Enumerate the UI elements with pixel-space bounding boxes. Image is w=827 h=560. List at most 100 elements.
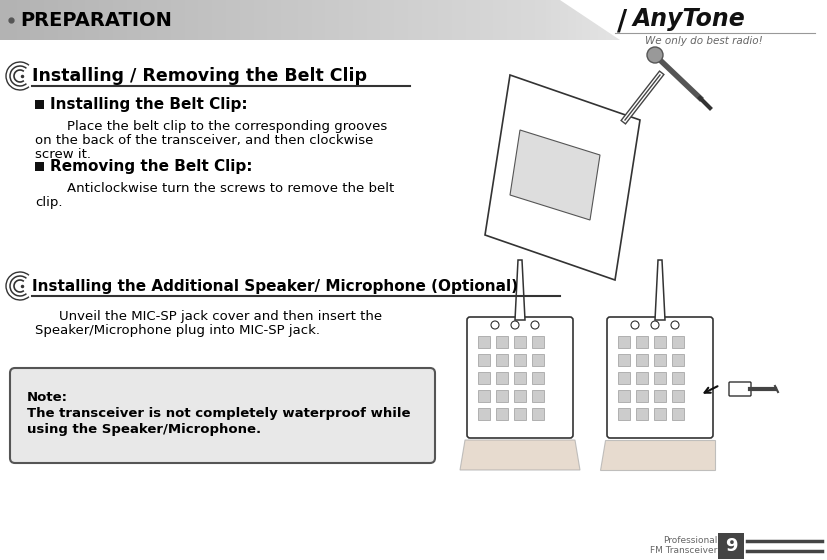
Text: Professional: Professional	[662, 536, 717, 545]
Bar	[816, 0, 819, 40]
Bar	[576, 0, 579, 40]
Bar	[620, 0, 623, 40]
Bar	[8, 0, 11, 40]
Bar	[298, 0, 300, 40]
Bar	[430, 0, 433, 40]
Bar	[306, 0, 308, 40]
Bar	[141, 0, 143, 40]
Bar	[179, 0, 182, 40]
Bar	[466, 0, 469, 40]
Bar	[221, 0, 223, 40]
Bar	[36, 0, 39, 40]
Bar	[85, 0, 88, 40]
Bar	[41, 0, 44, 40]
Bar	[482, 0, 485, 40]
Bar	[447, 0, 449, 40]
Bar	[19, 0, 22, 40]
Bar	[629, 0, 631, 40]
Bar	[408, 0, 411, 40]
Bar	[739, 0, 742, 40]
Bar	[457, 0, 461, 40]
Bar	[659, 0, 662, 40]
Bar	[585, 0, 587, 40]
Bar	[356, 0, 358, 40]
Bar	[204, 0, 207, 40]
Bar	[132, 0, 135, 40]
Bar	[513, 0, 515, 40]
Bar	[213, 0, 215, 40]
Text: on the back of the transceiver, and then clockwise: on the back of the transceiver, and then…	[35, 134, 373, 147]
Bar	[543, 0, 546, 40]
Bar	[428, 0, 430, 40]
Bar	[478, 372, 490, 384]
Bar	[391, 0, 394, 40]
Bar	[623, 0, 626, 40]
Bar	[155, 0, 157, 40]
Bar	[626, 0, 629, 40]
Bar	[31, 0, 33, 40]
Bar	[777, 0, 780, 40]
Bar	[703, 0, 705, 40]
Bar	[684, 0, 686, 40]
Bar	[22, 0, 25, 40]
Bar	[540, 0, 543, 40]
Bar	[532, 0, 535, 40]
Bar	[590, 0, 593, 40]
Bar	[560, 0, 562, 40]
Bar	[138, 0, 141, 40]
Bar	[97, 0, 99, 40]
Bar	[761, 0, 763, 40]
Bar	[532, 354, 544, 366]
Bar	[519, 0, 521, 40]
Bar	[496, 354, 508, 366]
Bar	[654, 372, 666, 384]
Bar	[523, 0, 527, 40]
Bar	[471, 0, 474, 40]
Bar	[722, 0, 725, 40]
Bar	[317, 0, 320, 40]
Bar	[532, 390, 544, 402]
Bar	[102, 0, 105, 40]
Bar	[502, 0, 504, 40]
Bar	[604, 0, 606, 40]
Bar	[411, 0, 414, 40]
Bar	[750, 0, 753, 40]
Bar	[60, 0, 64, 40]
Text: Anticlockwise turn the screws to remove the belt: Anticlockwise turn the screws to remove …	[50, 182, 394, 195]
Bar	[215, 0, 218, 40]
Bar	[389, 0, 391, 40]
Bar	[639, 0, 643, 40]
Bar	[568, 0, 571, 40]
Bar	[251, 0, 254, 40]
Bar	[66, 0, 69, 40]
Bar	[93, 0, 97, 40]
Text: FM Transceiver: FM Transceiver	[650, 546, 717, 555]
Bar	[634, 0, 637, 40]
Bar	[452, 0, 455, 40]
Bar	[755, 0, 758, 40]
Bar	[769, 0, 772, 40]
Bar	[44, 0, 47, 40]
Bar	[672, 336, 684, 348]
Bar	[587, 0, 590, 40]
Bar	[110, 0, 113, 40]
Bar	[50, 0, 52, 40]
Bar	[312, 0, 314, 40]
Text: Installing / Removing the Belt Clip: Installing / Removing the Belt Clip	[32, 67, 367, 85]
Bar	[496, 336, 508, 348]
Bar	[612, 0, 614, 40]
Bar	[532, 408, 544, 420]
Bar	[808, 0, 810, 40]
Circle shape	[511, 321, 519, 329]
Bar	[535, 0, 538, 40]
Bar	[226, 0, 229, 40]
Bar	[27, 0, 31, 40]
Bar	[182, 0, 184, 40]
Bar	[794, 0, 796, 40]
Bar	[478, 336, 490, 348]
Bar	[254, 0, 256, 40]
Bar	[477, 0, 480, 40]
Bar	[810, 0, 813, 40]
Bar	[2, 0, 6, 40]
Bar	[643, 0, 645, 40]
